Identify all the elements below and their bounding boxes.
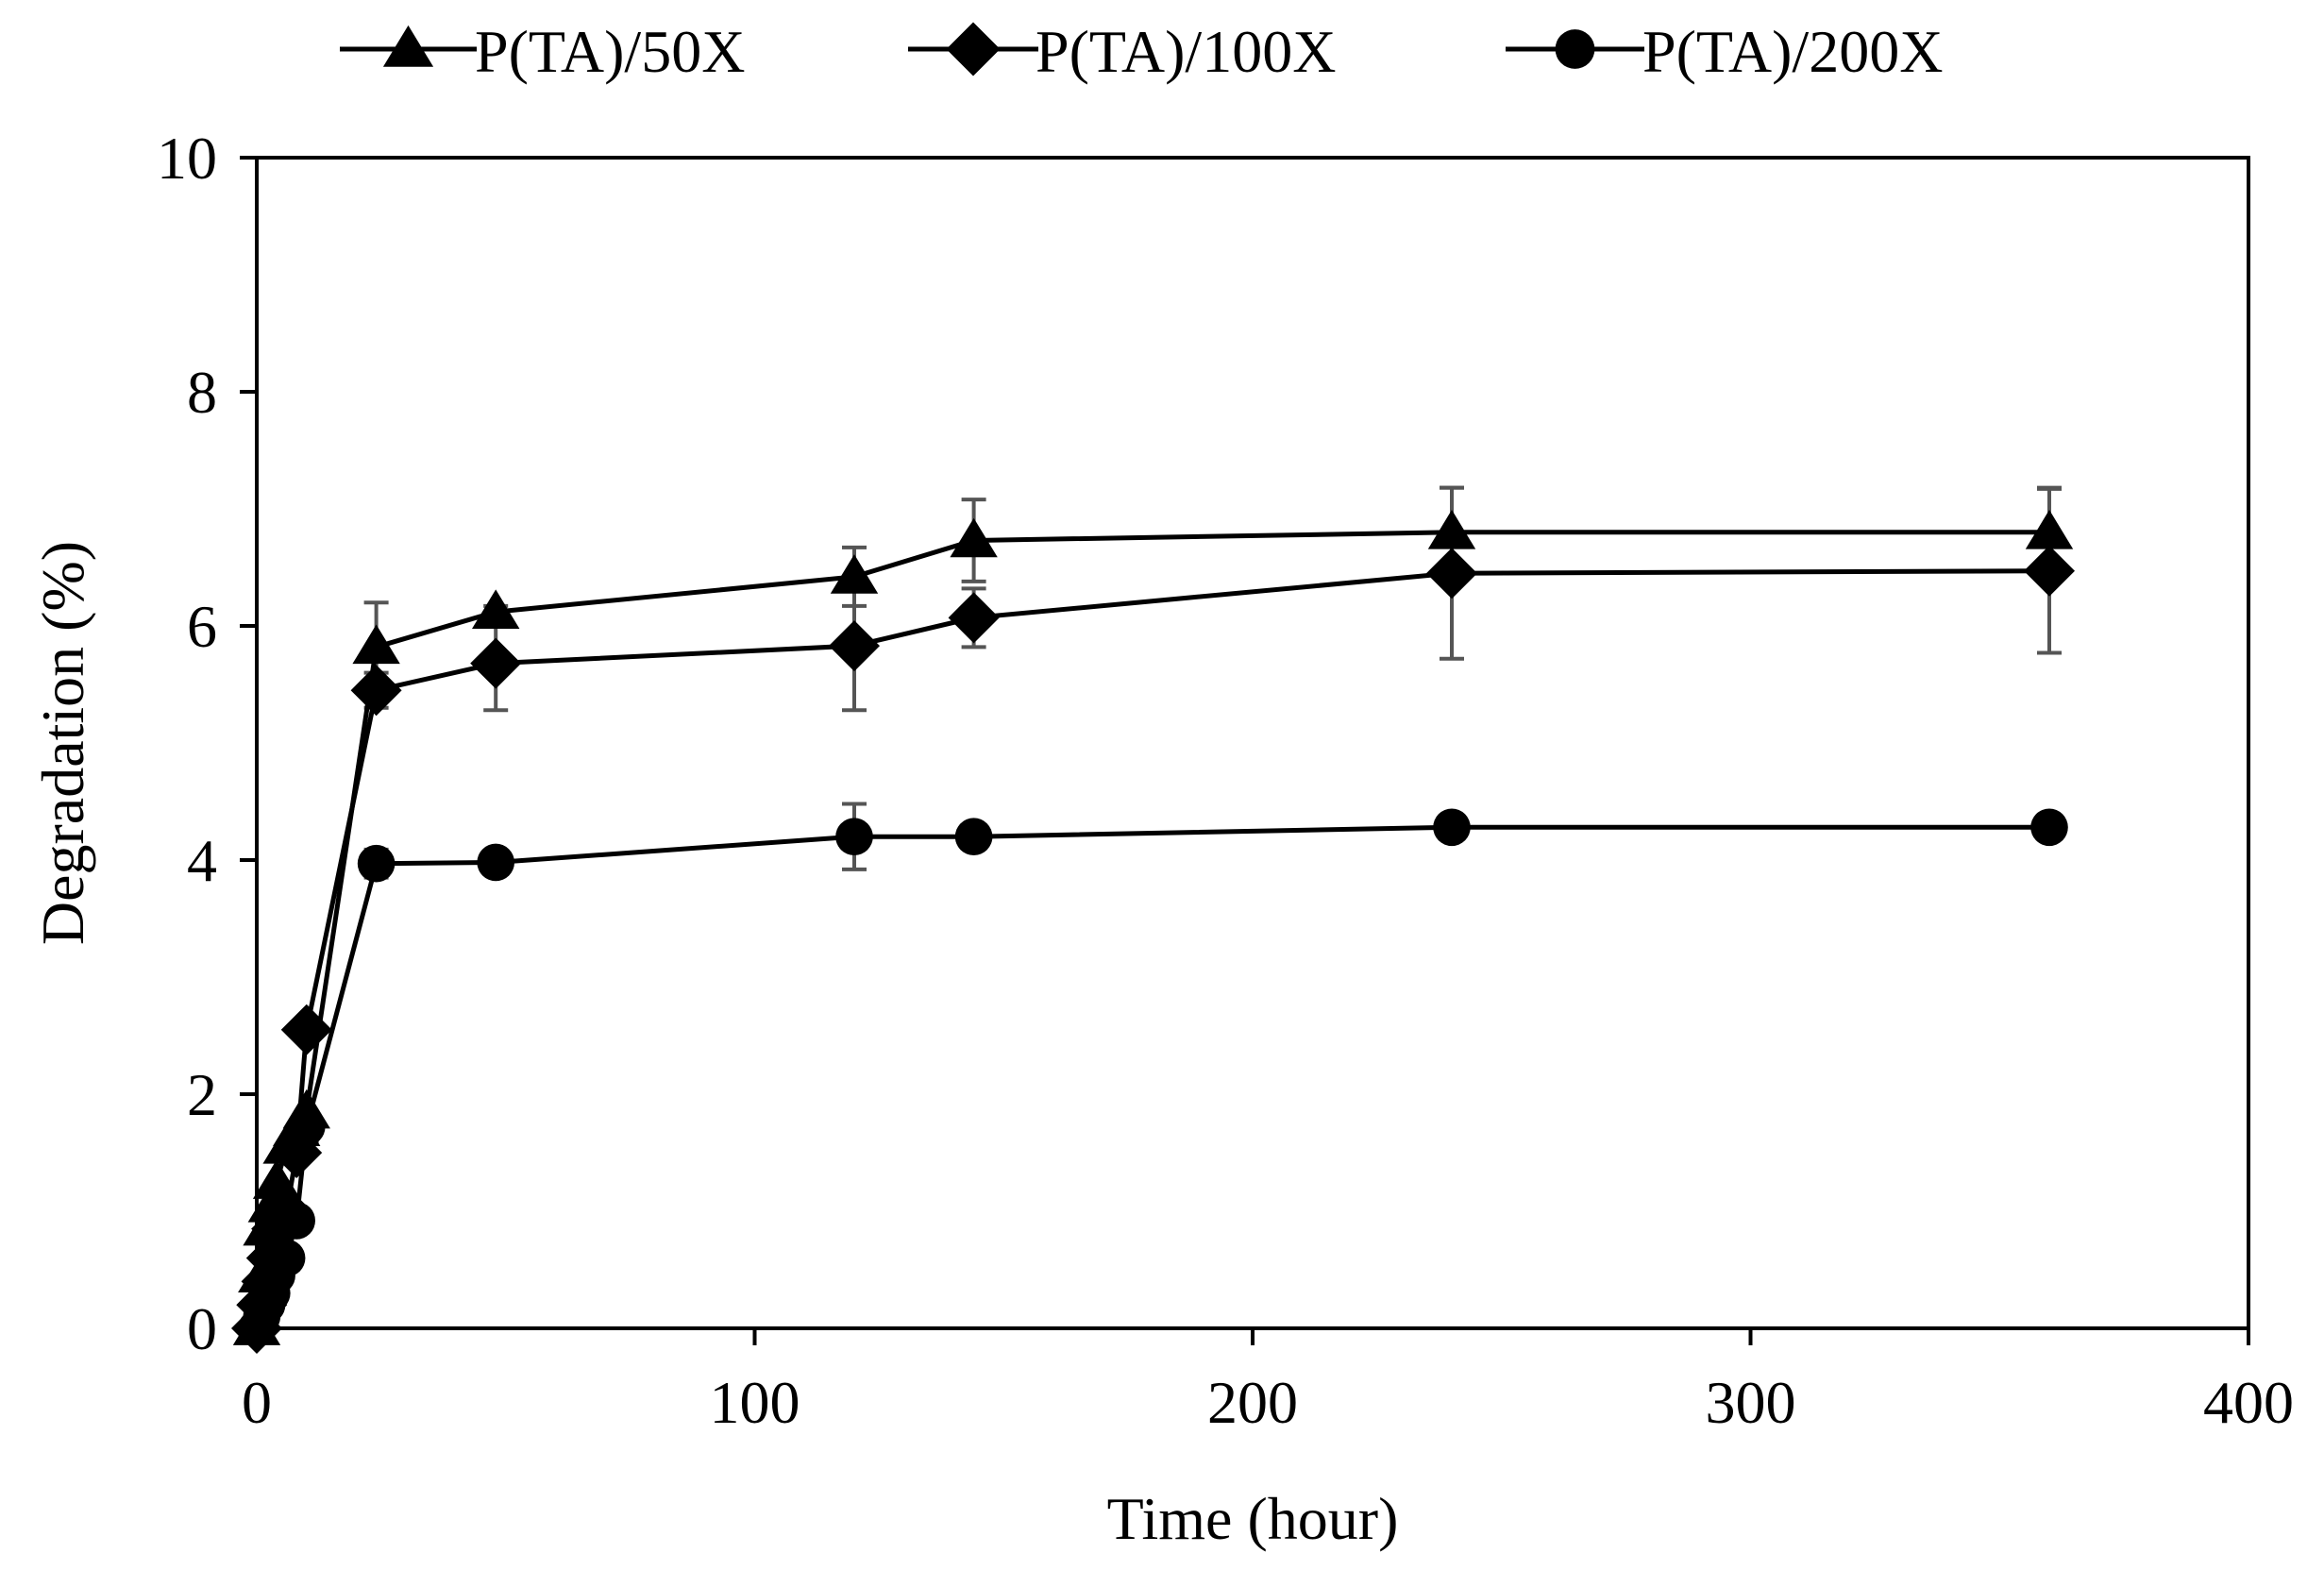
legend-item-diamond: P(TA)/100X	[908, 18, 1336, 85]
x-tick-label: 100	[710, 1369, 800, 1436]
data-point-circle	[287, 1107, 326, 1146]
series-line-circle	[254, 824, 2049, 1329]
data-point-triangle	[830, 554, 879, 594]
x-tick-label: 0	[242, 1369, 272, 1436]
data-point-diamond	[350, 665, 402, 717]
plot-frame	[255, 156, 2250, 1330]
data-point-circle	[357, 844, 396, 883]
legend-item-circle: P(TA)/200X	[1506, 18, 1943, 85]
data-point-circle	[1433, 808, 1471, 847]
series-line-diamond	[254, 568, 2050, 1329]
legend-marker-circle	[1555, 29, 1595, 69]
data-point-triangle	[2025, 510, 2074, 549]
legend: P(TA)/50X P(TA)/100X P(TA)/200X	[340, 18, 1943, 85]
data-point-diamond	[280, 1004, 332, 1055]
error-bars	[294, 485, 2062, 1143]
y-tick-label: 8	[187, 359, 217, 426]
legend-item-triangle: P(TA)/50X	[340, 18, 745, 85]
axis-ticks: 0 100 200 300 400 0 2 4 6 8 10	[157, 125, 2294, 1436]
y-tick-label: 6	[187, 593, 217, 660]
legend-label: P(TA)/100X	[1036, 18, 1336, 85]
series-lines	[254, 530, 2050, 1329]
series-markers	[231, 510, 2075, 1354]
legend-label: P(TA)/200X	[1642, 18, 1943, 85]
data-point-diamond	[1426, 548, 1477, 599]
data-point-triangle	[1427, 510, 1476, 549]
data-point-diamond	[829, 620, 880, 672]
data-point-triangle	[950, 517, 998, 558]
data-point-circle	[477, 843, 514, 882]
data-point-diamond	[948, 592, 1000, 644]
data-point-diamond	[470, 637, 522, 689]
x-tick-label: 400	[2203, 1369, 2294, 1436]
legend-marker-diamond	[946, 22, 1001, 76]
data-point-triangle	[472, 589, 520, 629]
legend-marker-triangle	[382, 25, 434, 67]
y-tick-label: 4	[187, 827, 217, 894]
data-point-circle	[835, 818, 873, 855]
data-point-triangle	[352, 624, 400, 665]
data-point-circle	[267, 1239, 306, 1277]
legend-label: P(TA)/50X	[475, 18, 745, 85]
x-tick-label: 200	[1207, 1369, 1298, 1436]
data-point-circle	[278, 1202, 316, 1240]
x-axis-title: Time (hour)	[1107, 1485, 1399, 1552]
data-point-diamond	[2024, 545, 2075, 597]
y-tick-label: 10	[157, 125, 217, 192]
x-tick-label: 300	[1706, 1369, 1796, 1436]
y-tick-label: 0	[187, 1295, 217, 1362]
data-point-circle	[954, 818, 993, 855]
series-line-triangle	[254, 530, 2049, 1329]
y-tick-label: 2	[187, 1061, 217, 1128]
data-point-circle	[2030, 808, 2068, 847]
y-axis-title: Degradation (%)	[29, 541, 96, 945]
